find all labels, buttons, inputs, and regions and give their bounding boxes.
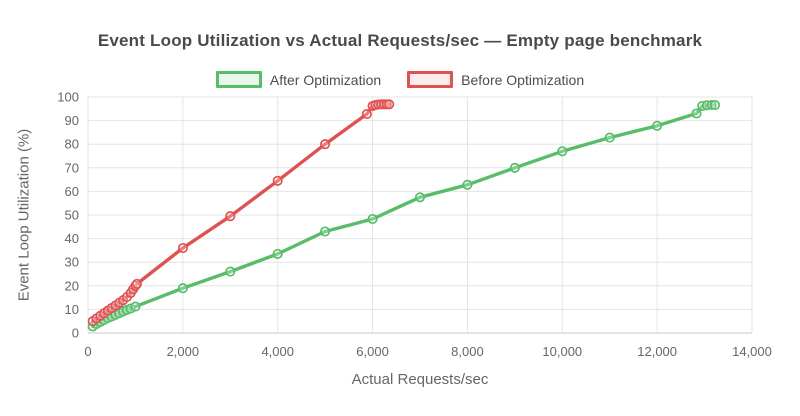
y-axis-title: Event Loop Utilization (%) (15, 128, 33, 302)
chart-title: Event Loop Utilization vs Actual Request… (97, 31, 703, 50)
data-point[interactable] (177, 242, 188, 254)
data-point[interactable] (361, 108, 372, 120)
y-tick-label: 50 (65, 208, 79, 223)
x-tick-label: 2,000 (167, 344, 200, 359)
data-point[interactable] (272, 248, 283, 259)
data-point[interactable] (320, 139, 331, 150)
data-point[interactable] (177, 283, 188, 294)
legend-swatch-before-optimization (407, 71, 454, 88)
y-tick-label: 60 (65, 184, 79, 199)
data-point[interactable] (225, 266, 236, 277)
series-line-after (90, 103, 717, 329)
y-tick-label: 20 (65, 278, 79, 293)
legend-swatch-after-optimization (215, 71, 262, 88)
x-tick-label: 6,000 (356, 344, 389, 359)
data-point[interactable] (320, 226, 331, 237)
data-point[interactable] (367, 213, 378, 225)
data-point[interactable] (414, 192, 426, 203)
x-axis-title: Actual Requests/sec (351, 371, 489, 388)
y-tick-label: 70 (65, 160, 79, 175)
data-point[interactable] (509, 162, 520, 173)
legend-label-before-optimization: Before Optimization (461, 71, 585, 88)
data-point[interactable] (384, 99, 395, 110)
x-tick-label: 0 (84, 344, 91, 359)
y-tick-label: 40 (65, 231, 79, 246)
data-point[interactable] (130, 301, 141, 312)
y-tick-label: 10 (65, 302, 79, 317)
data-point[interactable] (131, 278, 142, 289)
y-tick-label: 80 (65, 137, 79, 152)
data-point[interactable] (691, 108, 702, 119)
data-point[interactable] (462, 179, 473, 190)
data-point[interactable] (225, 211, 236, 222)
data-point[interactable] (557, 146, 568, 157)
data-point[interactable] (709, 99, 721, 111)
y-tick-label: 90 (65, 113, 79, 128)
data-point[interactable] (652, 120, 663, 131)
data-point[interactable] (272, 175, 283, 186)
x-tick-label: 14,000 (732, 344, 772, 359)
legend-item-after-optimization[interactable]: After Optimization (215, 71, 382, 88)
legend-item-before-optimization[interactable]: Before Optimization (407, 71, 584, 88)
y-tick-label: 0 (72, 326, 79, 341)
x-tick-label: 4,000 (261, 344, 294, 359)
legend: After Optimization Before Optimization (0, 71, 800, 88)
data-point[interactable] (604, 132, 615, 143)
x-tick-label: 12,000 (637, 344, 677, 359)
y-tick-label: 100 (57, 90, 79, 105)
x-tick-label: 8,000 (451, 344, 484, 359)
y-tick-label: 30 (65, 255, 79, 270)
data-point[interactable] (706, 99, 717, 111)
x-tick-label: 10,000 (542, 344, 582, 359)
legend-label-after-optimization: After Optimization (269, 71, 382, 88)
